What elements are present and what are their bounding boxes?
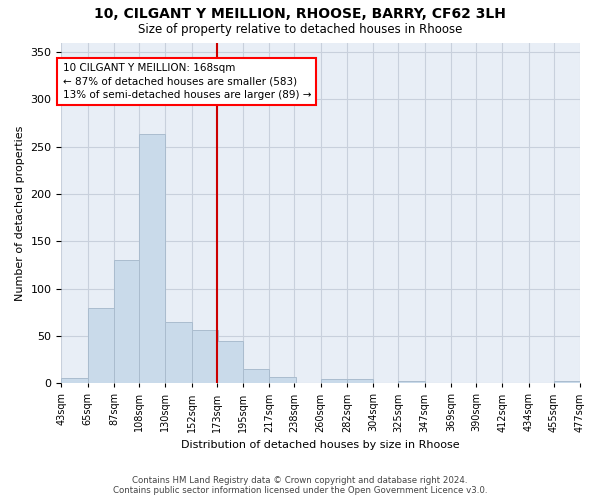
Bar [243, 369, 269, 384]
X-axis label: Distribution of detached houses by size in Rhoose: Distribution of detached houses by size … [181, 440, 460, 450]
Bar [88, 308, 114, 384]
Y-axis label: Number of detached properties: Number of detached properties [15, 125, 25, 300]
Text: 10, CILGANT Y MEILLION, RHOOSE, BARRY, CF62 3LH: 10, CILGANT Y MEILLION, RHOOSE, BARRY, C… [94, 8, 506, 22]
Bar [139, 134, 166, 384]
Bar [347, 378, 373, 384]
Bar [554, 382, 580, 384]
Text: Contains HM Land Registry data © Crown copyright and database right 2024.
Contai: Contains HM Land Registry data © Crown c… [113, 476, 487, 495]
Bar [61, 378, 88, 384]
Bar [217, 340, 243, 384]
Bar [398, 382, 425, 384]
Text: 10 CILGANT Y MEILLION: 168sqm
← 87% of detached houses are smaller (583)
13% of : 10 CILGANT Y MEILLION: 168sqm ← 87% of d… [62, 64, 311, 100]
Bar [114, 260, 140, 384]
Text: Size of property relative to detached houses in Rhoose: Size of property relative to detached ho… [138, 22, 462, 36]
Bar [191, 330, 218, 384]
Bar [321, 378, 347, 384]
Bar [269, 376, 296, 384]
Bar [166, 322, 191, 384]
